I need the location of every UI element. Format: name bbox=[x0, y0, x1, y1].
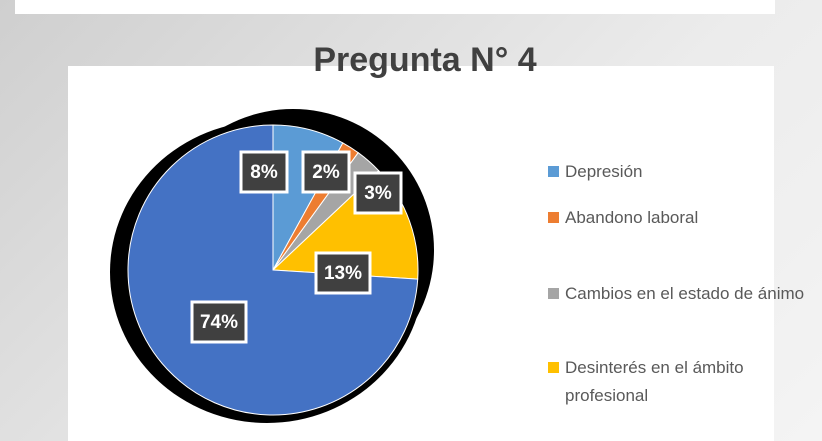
data-label: 13% bbox=[324, 263, 362, 284]
legend-swatch bbox=[548, 362, 559, 373]
data-label: 2% bbox=[312, 162, 340, 183]
data-label-box bbox=[314, 251, 372, 295]
legend-swatch bbox=[548, 212, 559, 223]
legend-label: Cambios en el estado de ánimo bbox=[565, 284, 805, 303]
top-band bbox=[15, 0, 775, 14]
data-label-box bbox=[301, 150, 351, 194]
legend-label: Abandono laboral bbox=[565, 208, 699, 227]
data-label-box bbox=[353, 171, 403, 215]
legend-label: Depresión bbox=[565, 162, 643, 181]
legend-swatch bbox=[548, 166, 559, 177]
chart-title: Pregunta N° 4 bbox=[313, 41, 536, 79]
legend-item: Depresión bbox=[548, 158, 810, 186]
legend-label: Desinterés en el ámbito profesional bbox=[565, 358, 744, 405]
data-label: 74% bbox=[200, 312, 238, 333]
data-label: 8% bbox=[250, 162, 278, 183]
data-label-box bbox=[239, 150, 289, 194]
legend-item: Abandono laboral bbox=[548, 204, 810, 232]
legend-item: Desinterés en el ámbito profesional bbox=[548, 354, 810, 410]
legend-item: Cambios en el estado de ánimo bbox=[548, 280, 810, 308]
legend-swatch bbox=[548, 288, 559, 299]
data-label: 3% bbox=[364, 183, 392, 204]
data-label-box bbox=[190, 300, 248, 344]
